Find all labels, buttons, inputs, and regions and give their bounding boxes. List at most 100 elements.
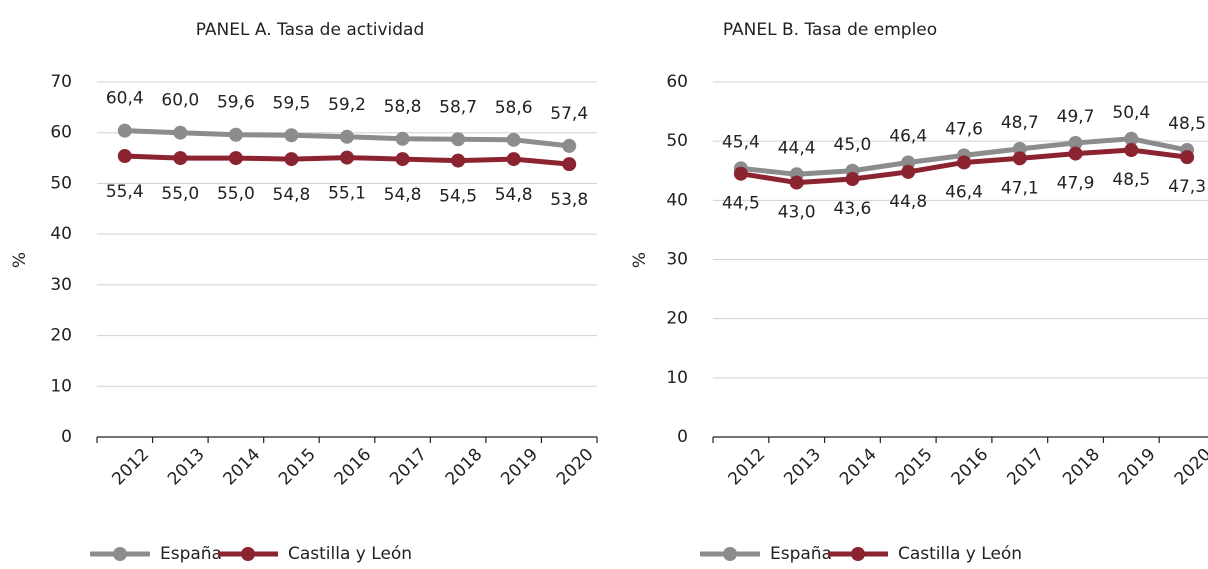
data-label: 45,4: [722, 132, 760, 152]
x-tick-label: 2016: [331, 445, 376, 490]
y-tick-label: 60: [50, 123, 72, 143]
x-tick-label: 2020: [1171, 445, 1208, 490]
y-tick-label: 60: [666, 72, 688, 92]
legend-marker: [241, 547, 255, 561]
data-label: 55,0: [217, 184, 255, 204]
y-tick-label: 10: [666, 368, 688, 388]
data-label: 54,8: [273, 185, 311, 205]
marker: [284, 152, 299, 167]
data-label: 57,4: [550, 104, 588, 124]
data-label: 54,5: [439, 187, 477, 207]
data-label: 45,0: [834, 135, 872, 155]
marker: [284, 128, 299, 143]
data-label: 50,4: [1112, 103, 1150, 123]
data-label: 48,7: [1001, 113, 1039, 133]
marker: [957, 155, 971, 170]
marker: [789, 175, 804, 190]
data-label: 55,4: [106, 182, 144, 202]
data-label: 48,5: [1168, 114, 1206, 134]
data-label: 60,0: [161, 91, 199, 111]
data-label: 48,5: [1112, 170, 1150, 190]
x-tick-label: 2012: [108, 445, 153, 490]
marker: [340, 150, 354, 165]
data-label: 46,4: [945, 182, 983, 202]
x-tick-label: 2015: [892, 445, 937, 490]
x-tick-label: 2016: [948, 445, 993, 490]
marker: [845, 172, 860, 187]
data-label: 43,0: [778, 203, 816, 223]
y-tick-label: 40: [50, 224, 72, 244]
x-tick-label: 2017: [1003, 445, 1048, 490]
y-tick-label: 0: [677, 427, 688, 447]
data-label: 58,8: [384, 97, 422, 117]
marker: [1124, 131, 1139, 146]
marker: [1180, 150, 1195, 165]
legend-label: España: [160, 544, 222, 564]
marker: [901, 164, 916, 179]
marker: [340, 129, 354, 144]
data-label: 44,5: [722, 194, 760, 214]
y-tick-label: 50: [50, 173, 72, 193]
y-tick-label: 50: [666, 131, 688, 151]
marker: [228, 127, 243, 142]
data-label: 58,6: [495, 98, 533, 118]
x-tick-label: 2019: [1115, 445, 1160, 490]
x-tick-label: 2014: [220, 445, 265, 490]
marker: [395, 152, 410, 167]
data-label: 47,6: [945, 119, 983, 139]
marker: [228, 151, 243, 166]
marker: [1068, 146, 1083, 161]
marker: [562, 138, 577, 153]
data-label: 49,7: [1057, 107, 1095, 127]
data-label: 43,6: [834, 199, 872, 219]
marker: [173, 151, 188, 166]
marker: [1012, 151, 1027, 166]
marker: [451, 132, 466, 147]
y-tick-label: 10: [50, 376, 72, 396]
y-axis-label: %: [10, 252, 30, 268]
data-label: 59,5: [273, 93, 311, 113]
data-label: 47,9: [1057, 174, 1095, 194]
data-label: 58,7: [439, 97, 477, 117]
chart-title: PANEL B. Tasa de empleo: [723, 20, 937, 40]
y-tick-label: 30: [50, 275, 72, 295]
data-label: 47,1: [1001, 178, 1039, 198]
x-tick-label: 2013: [164, 445, 209, 490]
data-label: 44,8: [889, 192, 927, 212]
x-tick-label: 2015: [275, 445, 320, 490]
x-tick-label: 2017: [386, 445, 431, 490]
legend-label: Castilla y León: [898, 544, 1022, 564]
data-label: 55,1: [328, 184, 366, 204]
data-label: 44,4: [778, 138, 816, 158]
data-label: 59,6: [217, 93, 255, 113]
x-tick-label: 2018: [442, 445, 487, 490]
legend-marker: [851, 547, 865, 561]
marker: [506, 152, 521, 167]
y-tick-label: 20: [50, 326, 72, 346]
legend-label: España: [770, 544, 832, 564]
data-label: 47,3: [1168, 177, 1206, 197]
y-axis-label: %: [630, 252, 650, 268]
legend-label: Castilla y León: [288, 544, 412, 564]
marker: [117, 149, 132, 164]
legend-marker: [723, 547, 737, 561]
x-tick-label: 2014: [836, 445, 881, 490]
data-label: 46,4: [889, 126, 927, 146]
y-tick-label: 70: [50, 72, 72, 92]
data-label: 59,2: [328, 95, 366, 115]
y-tick-label: 40: [666, 190, 688, 210]
marker: [733, 166, 748, 181]
marker: [173, 125, 188, 140]
marker: [562, 157, 577, 172]
marker: [1068, 135, 1083, 150]
legend-marker: [113, 547, 127, 561]
marker: [1124, 143, 1139, 158]
data-label: 60,4: [106, 89, 144, 109]
data-label: 54,8: [384, 185, 422, 205]
data-label: 53,8: [550, 190, 588, 210]
data-label: 55,0: [161, 184, 199, 204]
marker: [395, 131, 410, 146]
x-tick-label: 2012: [725, 445, 770, 490]
x-tick-label: 2019: [497, 445, 542, 490]
